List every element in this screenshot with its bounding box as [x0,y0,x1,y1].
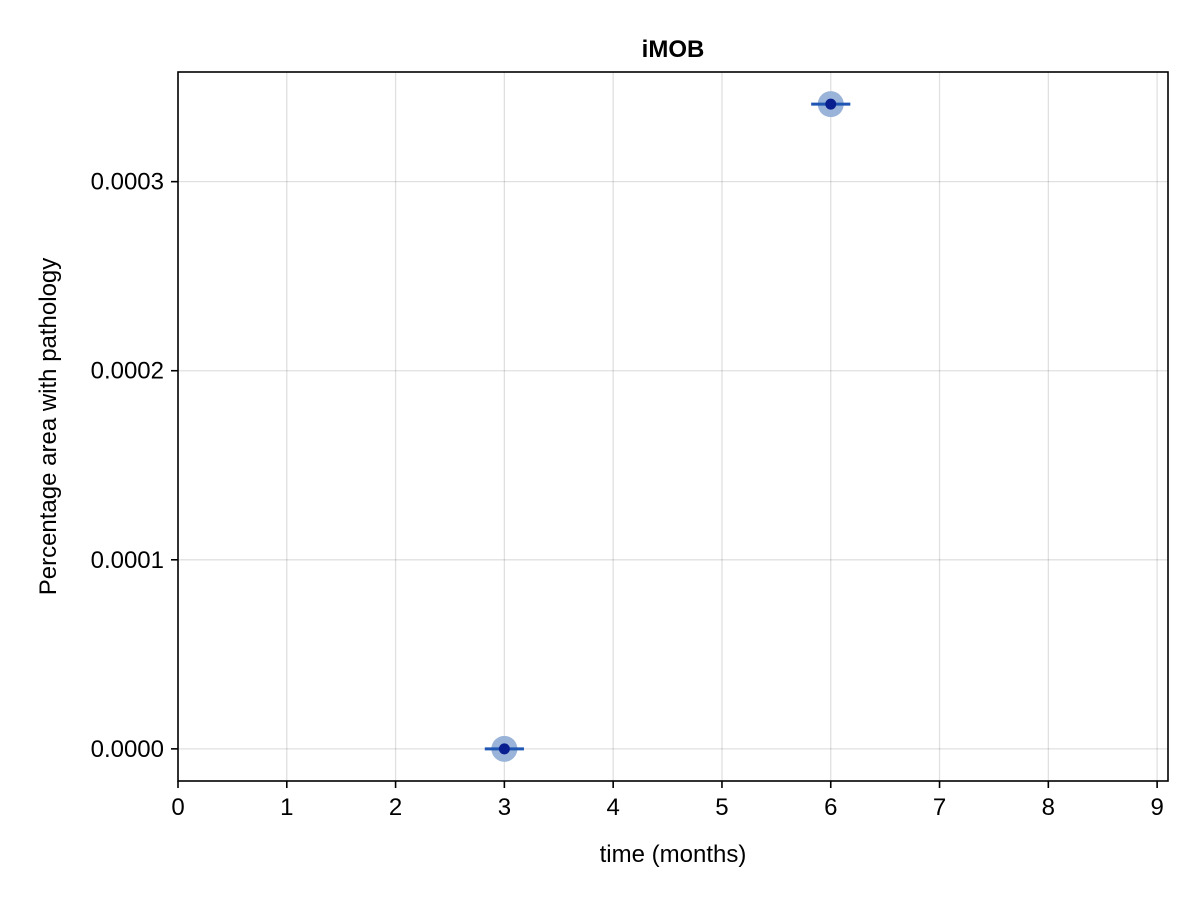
y-tick-label: 0.0002 [91,358,164,385]
axis-ticks: 0 1 2 3 4 5 6 7 8 9 0.0000 0.0001 0.0002 0.0003 [91,169,1164,821]
y-tick-label: 0.0000 [91,736,164,763]
y-tick-label: 0.0001 [91,547,164,574]
data-marks [484,91,851,762]
y-tick-label: 0.0003 [91,169,164,196]
x-tick-label: 9 [1150,794,1163,821]
plot-frame [177,71,1169,782]
x-tick-label: 0 [171,794,184,821]
x-tick-label: 2 [389,794,402,821]
data-point [825,98,837,110]
y-axis-label: Percentage area with pathology [35,258,62,596]
x-tick-label: 6 [824,794,837,821]
x-tick-label: 1 [280,794,293,821]
data-point [498,743,510,755]
chart-title: iMOB [642,36,705,63]
x-tick-label: 7 [933,794,946,821]
grid-lines [177,72,1168,781]
x-tick-label: 4 [606,794,619,821]
x-axis-label: time (months) [600,841,747,868]
x-tick-label: 8 [1042,794,1055,821]
x-tick-label: 3 [498,794,511,821]
x-tick-label: 5 [715,794,728,821]
